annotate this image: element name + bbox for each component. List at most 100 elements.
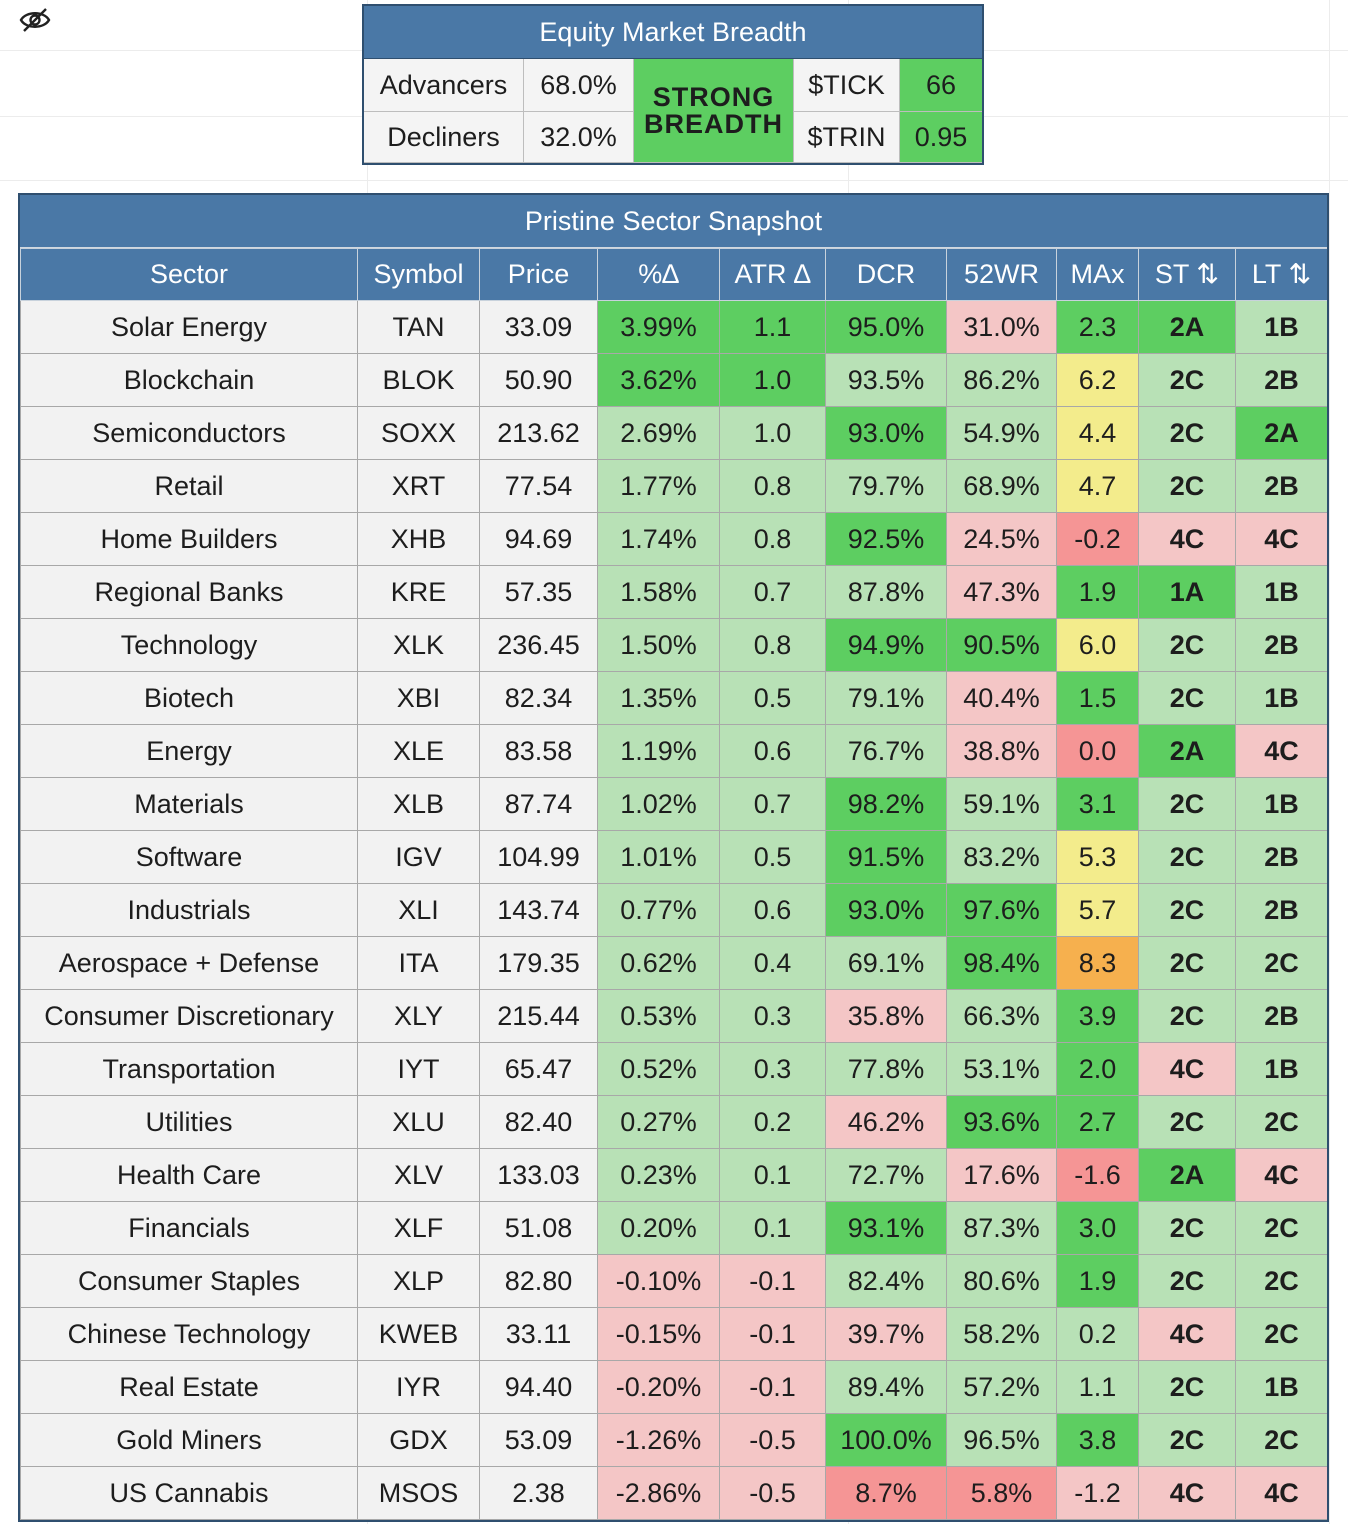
- price-cell: 82.80: [479, 1254, 598, 1308]
- atr-change-cell: 0.5: [719, 671, 826, 725]
- atr-change-cell: -0.1: [719, 1360, 826, 1414]
- sector-cell: Consumer Discretionary: [20, 989, 358, 1043]
- wr52-cell: 58.2%: [946, 1307, 1057, 1361]
- lt-cell: 2C: [1235, 1254, 1327, 1308]
- st-cell: 2C: [1138, 989, 1236, 1043]
- wr52-cell: 17.6%: [946, 1148, 1057, 1202]
- symbol-cell: SOXX: [357, 406, 480, 460]
- col-header-st[interactable]: ST ⇅: [1138, 248, 1236, 301]
- col-header-52wr[interactable]: 52WR: [946, 248, 1057, 301]
- sector-cell: Solar Energy: [20, 300, 358, 354]
- symbol-cell: XHB: [357, 512, 480, 566]
- table-row: Consumer Staples XLP 82.80 -0.10% -0.1 82.4% 8…: [20, 1254, 1327, 1308]
- col-header-price[interactable]: Price: [479, 248, 598, 301]
- max-cell: 1.9: [1056, 1254, 1139, 1308]
- symbol-cell: XLK: [357, 618, 480, 672]
- sector-cell: Transportation: [20, 1042, 358, 1096]
- price-cell: 104.99: [479, 830, 598, 884]
- table-row: Home Builders XHB 94.69 1.74% 0.8 92.5% 24.5% -…: [20, 512, 1327, 566]
- pct-change-cell: -2.86%: [597, 1466, 720, 1520]
- sector-cell: US Cannabis: [20, 1466, 358, 1520]
- st-cell: 1A: [1138, 565, 1236, 619]
- wr52-cell: 40.4%: [946, 671, 1057, 725]
- sector-cell: Health Care: [20, 1148, 358, 1202]
- col-header-symbol[interactable]: Symbol: [357, 248, 480, 301]
- wr52-cell: 90.5%: [946, 618, 1057, 672]
- symbol-cell: XLE: [357, 724, 480, 778]
- dcr-cell: 69.1%: [825, 936, 947, 990]
- st-cell: 2C: [1138, 1201, 1236, 1255]
- decliners-value: 32.0%: [524, 112, 634, 163]
- lt-cell: 1B: [1235, 1360, 1327, 1414]
- sector-cell: Semiconductors: [20, 406, 358, 460]
- sector-cell: Industrials: [20, 883, 358, 937]
- pct-change-cell: 1.50%: [597, 618, 720, 672]
- pct-change-cell: 1.77%: [597, 459, 720, 513]
- dcr-cell: 79.7%: [825, 459, 947, 513]
- atr-change-cell: -0.5: [719, 1413, 826, 1467]
- atr-change-cell: 1.0: [719, 406, 826, 460]
- pct-change-cell: -1.26%: [597, 1413, 720, 1467]
- dcr-cell: 95.0%: [825, 300, 947, 354]
- max-cell: 2.0: [1056, 1042, 1139, 1096]
- pct-change-cell: 1.02%: [597, 777, 720, 831]
- col-header-sector[interactable]: Sector: [20, 248, 358, 301]
- st-cell: 4C: [1138, 1042, 1236, 1096]
- atr-change-cell: 0.3: [719, 1042, 826, 1096]
- price-cell: 33.11: [479, 1307, 598, 1361]
- pct-change-cell: -0.10%: [597, 1254, 720, 1308]
- wr52-cell: 54.9%: [946, 406, 1057, 460]
- dcr-cell: 93.5%: [825, 353, 947, 407]
- st-cell: 4C: [1138, 1466, 1236, 1520]
- pct-change-cell: 1.01%: [597, 830, 720, 884]
- sector-cell: Chinese Technology: [20, 1307, 358, 1361]
- sector-cell: Regional Banks: [20, 565, 358, 619]
- price-cell: 133.03: [479, 1148, 598, 1202]
- col-header-max[interactable]: MAx: [1056, 248, 1139, 301]
- symbol-cell: XLP: [357, 1254, 480, 1308]
- atr-change-cell: 0.8: [719, 459, 826, 513]
- atr-change-cell: 0.6: [719, 724, 826, 778]
- col-header-pct-change[interactable]: %∆: [597, 248, 720, 301]
- price-cell: 57.35: [479, 565, 598, 619]
- symbol-cell: IYR: [357, 1360, 480, 1414]
- st-cell: 2C: [1138, 883, 1236, 937]
- dcr-cell: 91.5%: [825, 830, 947, 884]
- atr-change-cell: 0.1: [719, 1148, 826, 1202]
- atr-change-cell: 0.8: [719, 618, 826, 672]
- max-cell: 4.4: [1056, 406, 1139, 460]
- lt-cell: 2C: [1235, 1095, 1327, 1149]
- symbol-cell: TAN: [357, 300, 480, 354]
- col-header-lt[interactable]: LT ⇅: [1235, 248, 1327, 301]
- pct-change-cell: 0.62%: [597, 936, 720, 990]
- trin-value: 0.95: [900, 112, 982, 163]
- price-cell: 77.54: [479, 459, 598, 513]
- eye-hidden-icon[interactable]: [18, 6, 52, 34]
- wr52-cell: 38.8%: [946, 724, 1057, 778]
- max-cell: 3.8: [1056, 1413, 1139, 1467]
- wr52-cell: 80.6%: [946, 1254, 1057, 1308]
- symbol-cell: KWEB: [357, 1307, 480, 1361]
- col-header-dcr[interactable]: DCR: [825, 248, 947, 301]
- lt-cell: 2B: [1235, 830, 1327, 884]
- atr-change-cell: 0.1: [719, 1201, 826, 1255]
- lt-cell: 1B: [1235, 777, 1327, 831]
- lt-cell: 2A: [1235, 406, 1327, 460]
- symbol-cell: XLU: [357, 1095, 480, 1149]
- table-row: Financials XLF 51.08 0.20% 0.1 93.1% 87.3% 3.0 2…: [20, 1201, 1327, 1255]
- wr52-cell: 97.6%: [946, 883, 1057, 937]
- price-cell: 53.09: [479, 1413, 598, 1467]
- trin-label: $TRIN: [794, 112, 900, 163]
- sector-cell: Software: [20, 830, 358, 884]
- max-cell: 3.1: [1056, 777, 1139, 831]
- table-row: Blockchain BLOK 50.90 3.62% 1.0 93.5% 86.2% 6.2…: [20, 353, 1327, 407]
- pct-change-cell: 1.58%: [597, 565, 720, 619]
- sector-cell: Consumer Staples: [20, 1254, 358, 1308]
- sector-cell: Aerospace + Defense: [20, 936, 358, 990]
- table-row: Technology XLK 236.45 1.50% 0.8 94.9% 90.5% 6.0…: [20, 618, 1327, 672]
- atr-change-cell: 0.8: [719, 512, 826, 566]
- st-cell: 2C: [1138, 1360, 1236, 1414]
- breadth-title: Equity Market Breadth: [364, 6, 982, 59]
- col-header-atr-change[interactable]: ATR ∆: [719, 248, 826, 301]
- sector-cell: Gold Miners: [20, 1413, 358, 1467]
